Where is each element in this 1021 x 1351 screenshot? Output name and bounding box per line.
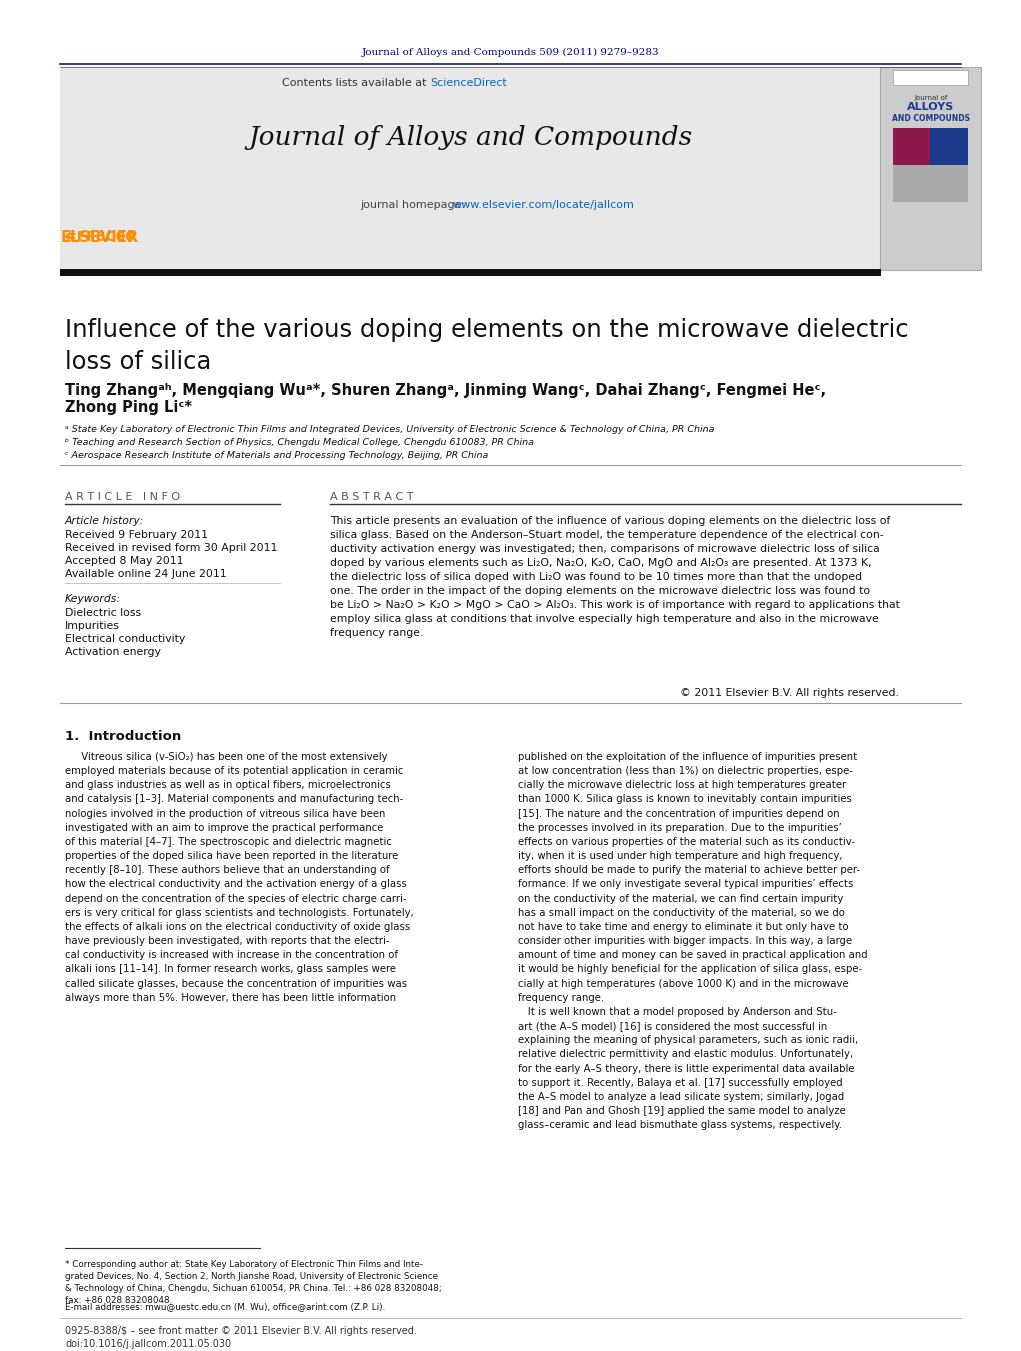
Text: 1.  Introduction: 1. Introduction	[65, 730, 182, 743]
Bar	[880, 68, 981, 270]
Text: doi:10.1016/j.jallcom.2011.05.030: doi:10.1016/j.jallcom.2011.05.030	[65, 1339, 231, 1350]
Text: Journal of Alloys and Compounds 509 (2011) 9279–9283: Journal of Alloys and Compounds 509 (201…	[362, 47, 660, 57]
Text: Ting Zhangᵃʰ, Mengqiang Wuᵃ*, Shuren Zhangᵃ, Jinming Wangᶜ, Dahai Zhangᶜ, Fengme: Ting Zhangᵃʰ, Mengqiang Wuᵃ*, Shuren Zha…	[65, 382, 826, 399]
Text: Electrical conductivity: Electrical conductivity	[65, 634, 185, 644]
Bar	[893, 70, 968, 85]
Text: Article history:: Article history:	[65, 516, 144, 526]
Text: E-mail addresses: mwu@uestc.edu.cn (M. Wu), office@arint.com (Z.P. Li).: E-mail addresses: mwu@uestc.edu.cn (M. W…	[65, 1302, 385, 1310]
Text: published on the exploitation of the influence of impurities present
at low conc: published on the exploitation of the inf…	[518, 753, 868, 1131]
Text: ᶜ Aerospace Research Institute of Materials and Processing Technology, Beijing, : ᶜ Aerospace Research Institute of Materi…	[65, 451, 488, 459]
Text: Vitreous silica (v-SiO₂) has been one of the most extensively
employed materials: Vitreous silica (v-SiO₂) has been one of…	[65, 753, 414, 1002]
Text: This article presents an evaluation of the influence of various doping elements : This article presents an evaluation of t…	[330, 516, 900, 638]
Text: Activation energy: Activation energy	[65, 647, 161, 657]
Text: A B S T R A C T: A B S T R A C T	[330, 492, 414, 503]
Bar	[930, 165, 968, 203]
Text: Contents lists available at: Contents lists available at	[282, 78, 430, 88]
Text: © 2011 Elsevier B.V. All rights reserved.: © 2011 Elsevier B.V. All rights reserved…	[680, 688, 898, 698]
Text: Impurities: Impurities	[65, 621, 119, 631]
Text: 0925-8388/$ – see front matter © 2011 Elsevier B.V. All rights reserved.: 0925-8388/$ – see front matter © 2011 El…	[65, 1325, 417, 1336]
Text: Received in revised form 30 April 2011: Received in revised form 30 April 2011	[65, 543, 278, 553]
Text: Accepted 8 May 2011: Accepted 8 May 2011	[65, 557, 184, 566]
Text: ELSEVIER: ELSEVIER	[61, 230, 139, 245]
Text: Available online 24 June 2011: Available online 24 June 2011	[65, 569, 227, 580]
Bar	[60, 269, 881, 276]
Text: Zhong Ping Liᶜ*: Zhong Ping Liᶜ*	[65, 400, 192, 415]
Bar	[60, 68, 880, 270]
Text: * Corresponding author at: State Key Laboratory of Electronic Thin Films and Int: * Corresponding author at: State Key Lab…	[65, 1260, 442, 1305]
Bar	[893, 165, 930, 203]
Text: Journal of: Journal of	[915, 95, 947, 101]
Text: Journal of Alloys and Compounds: Journal of Alloys and Compounds	[248, 126, 692, 150]
Text: ALLOYS: ALLOYS	[908, 101, 955, 112]
Text: Influence of the various doping elements on the microwave dielectric
loss of sil: Influence of the various doping elements…	[65, 317, 909, 374]
Text: Keywords:: Keywords:	[65, 594, 121, 604]
Text: Dielectric loss: Dielectric loss	[65, 608, 141, 617]
Text: ᵃ State Key Laboratory of Electronic Thin Films and Integrated Devices, Universi: ᵃ State Key Laboratory of Electronic Thi…	[65, 426, 715, 434]
Text: AND COMPOUNDS: AND COMPOUNDS	[892, 113, 970, 123]
Bar	[893, 128, 930, 165]
Bar	[930, 128, 968, 165]
Text: A R T I C L E   I N F O: A R T I C L E I N F O	[65, 492, 180, 503]
Text: Received 9 February 2011: Received 9 February 2011	[65, 530, 208, 540]
Text: ᵇ Teaching and Research Section of Physics, Chengdu Medical College, Chengdu 610: ᵇ Teaching and Research Section of Physi…	[65, 438, 534, 447]
Text: www.elsevier.com/locate/jallcom: www.elsevier.com/locate/jallcom	[453, 200, 635, 209]
Text: #FF8C00: #FF8C00	[65, 230, 135, 245]
Text: ScienceDirect: ScienceDirect	[430, 78, 506, 88]
Text: journal homepage:: journal homepage:	[360, 200, 469, 209]
